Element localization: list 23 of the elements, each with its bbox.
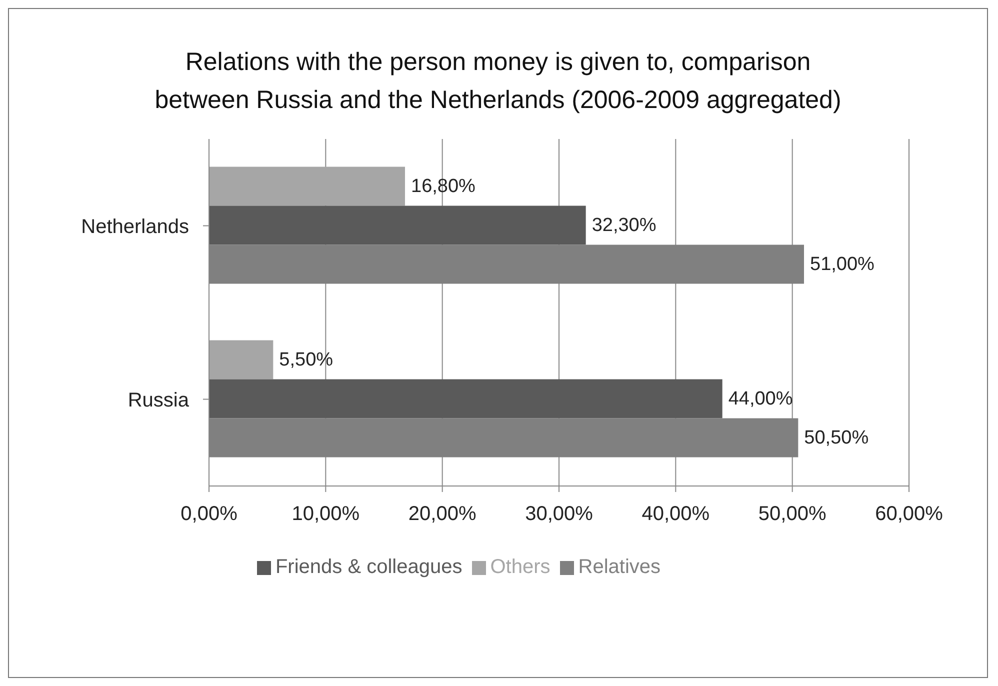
- bar: [209, 340, 274, 380]
- legend-label: Friends & colleagues: [275, 556, 462, 578]
- y-tick-label: Russia: [128, 389, 190, 412]
- legend-label: Relatives: [578, 556, 661, 578]
- data-label: 5,50%: [279, 349, 334, 370]
- x-tick-label: 0,00%: [180, 503, 238, 526]
- legend-label: Others: [490, 556, 550, 578]
- data-label: 44,00%: [728, 388, 793, 410]
- x-tick-label: 50,00%: [758, 503, 826, 526]
- x-tick-label: 40,00%: [642, 503, 710, 526]
- x-tick-label: 30,00%: [525, 503, 594, 526]
- bar: [209, 166, 405, 206]
- chart-title: Relations with the person money is given to, comparison between Russia and the Netherlands (2006-2009 aggregated): [154, 47, 842, 116]
- data-label: 16,80%: [411, 176, 476, 197]
- data-label: 50,50%: [804, 427, 869, 448]
- x-tick-label: 10,00%: [292, 503, 360, 526]
- data-label: 32,30%: [592, 214, 656, 236]
- bar: [209, 206, 586, 245]
- data-label: 51,00%: [810, 254, 875, 275]
- x-tick-label: 60,00%: [875, 503, 944, 526]
- x-tick-label: 20,00%: [408, 503, 476, 526]
- y-tick-label: Netherlands: [81, 216, 189, 238]
- bar: [209, 379, 722, 418]
